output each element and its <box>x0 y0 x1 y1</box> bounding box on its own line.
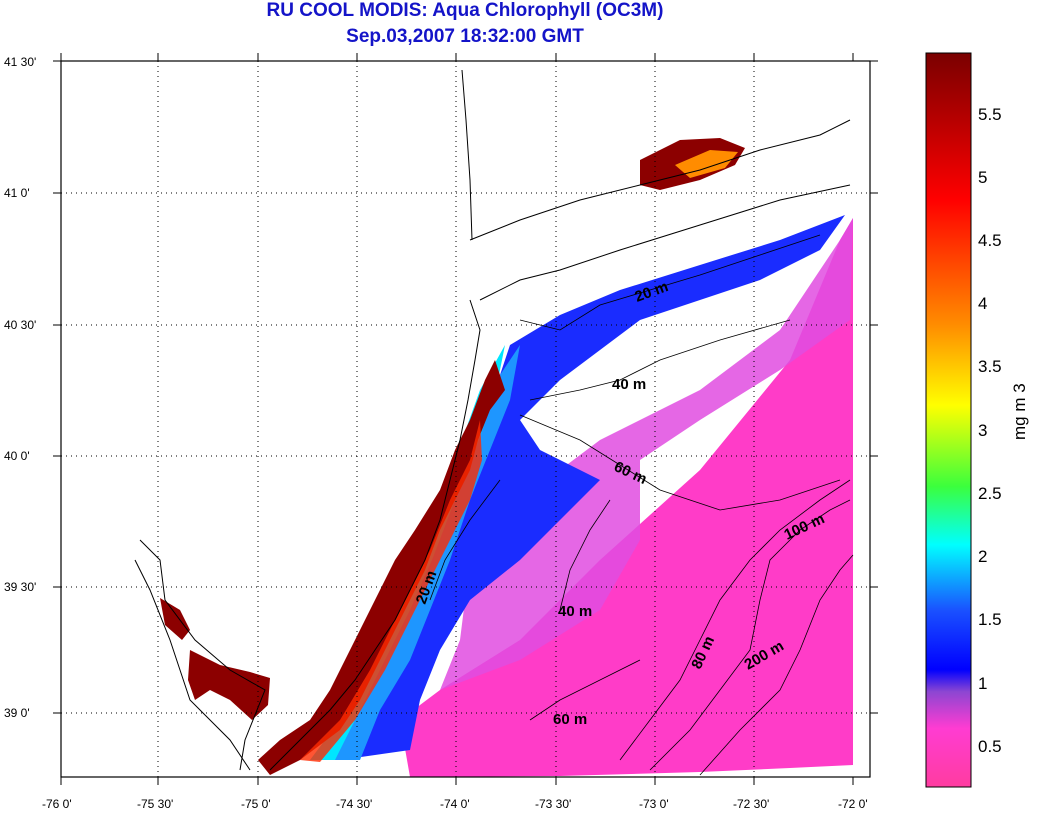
lat-label: 41 30' <box>4 55 37 69</box>
map-area: 20 m 40 m 60 m 20 m 40 m 60 m 80 m 100 m… <box>134 69 854 777</box>
lat-label: 39 30' <box>4 580 37 594</box>
colorbar-tick: 3 <box>978 421 988 440</box>
colorbar-tick: 2.5 <box>978 484 1002 503</box>
isobath-label: 40 m <box>558 603 592 620</box>
colorbar-tick: 1 <box>978 674 988 693</box>
coastal-high-chlorophyll <box>258 360 505 775</box>
isobath-label: 40 m <box>612 376 646 393</box>
colorbar <box>925 52 972 788</box>
isobath-100m <box>649 499 851 771</box>
ocean-blue-band <box>340 215 845 760</box>
colorbar-tick: 4.5 <box>978 231 1002 250</box>
colorbar-tick: 0.5 <box>978 737 1002 756</box>
lon-label: -75 30' <box>137 797 174 811</box>
lat-label: 40 30' <box>4 318 37 332</box>
lon-label: -76 0' <box>42 797 72 811</box>
map-title: RU COOL MODIS: Aqua Chlorophyll (OC3M) <box>266 0 664 21</box>
colorbar-unit-label: mg m 3 <box>1010 383 1029 440</box>
isobath-200m <box>699 554 854 776</box>
long-island-coastline <box>469 119 851 301</box>
hudson-river <box>461 69 473 241</box>
ocean-violet-band <box>440 218 853 690</box>
axis-ticks <box>53 53 878 785</box>
delaware-bay-coastline <box>134 539 266 771</box>
delaware-bay-head <box>160 598 190 640</box>
map-timestamp: Sep.03,2007 18:32:00 GMT <box>346 26 584 47</box>
lat-label: 40 0' <box>4 449 30 463</box>
colorbar-tick: 5.5 <box>978 105 1002 124</box>
sound-bloom-core <box>675 150 738 178</box>
isobath-80m <box>619 479 851 761</box>
lat-label: 39 0' <box>4 706 30 720</box>
isobath-40m <box>529 319 791 611</box>
ocean-low-chlorophyll <box>400 218 853 777</box>
new-jersey-coastline <box>269 299 481 771</box>
isobath-20m <box>429 234 821 601</box>
lon-label: -73 0' <box>639 797 669 811</box>
colorbar-tick: 4 <box>978 294 988 313</box>
lon-label: -75 0' <box>241 797 271 811</box>
lon-label: -74 0' <box>440 797 470 811</box>
lon-label: -72 0' <box>838 797 868 811</box>
lon-label: -73 30' <box>535 797 572 811</box>
colorbar-tick: 2 <box>978 547 988 566</box>
lon-label: -74 30' <box>336 797 373 811</box>
colorbar-tick: 3.5 <box>978 357 1002 376</box>
map-frame <box>60 60 871 778</box>
lon-label: -72 30' <box>733 797 770 811</box>
lat-label: 41 0' <box>4 186 30 200</box>
isobath-60m <box>519 414 841 721</box>
colorbar-tick: 5 <box>978 168 988 187</box>
colorbar-tick: 1.5 <box>978 610 1002 629</box>
isobath-label: 60 m <box>553 711 587 728</box>
delaware-bay-bloom <box>188 650 270 720</box>
